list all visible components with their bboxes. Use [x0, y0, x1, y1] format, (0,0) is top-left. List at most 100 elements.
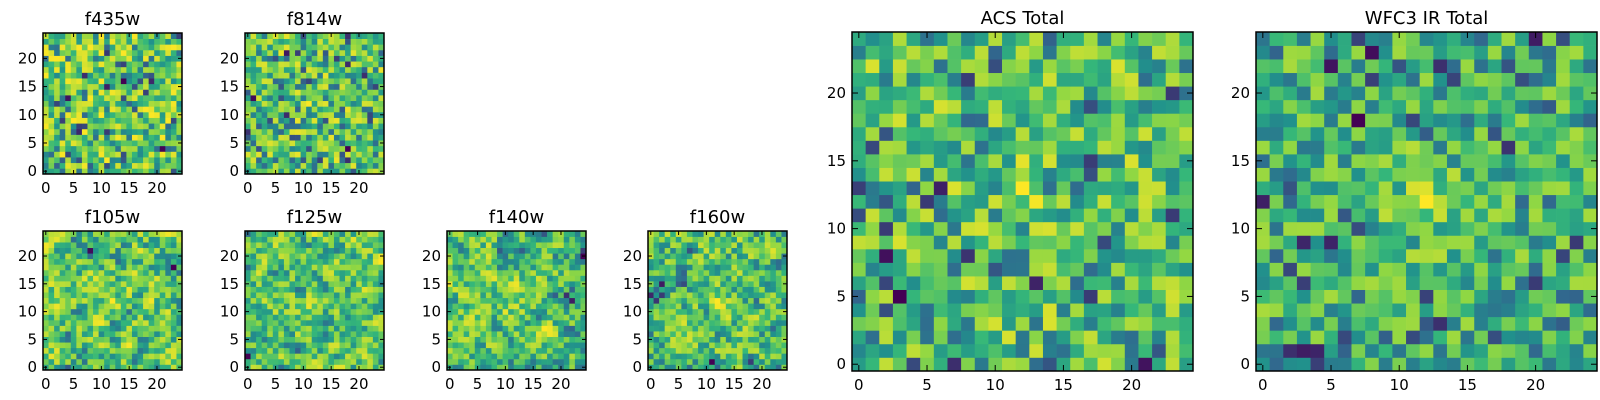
heatmap-cell — [681, 247, 688, 254]
heatmap-cell — [283, 364, 290, 371]
heatmap-cell — [70, 292, 77, 299]
heatmap-cell — [120, 106, 127, 113]
heatmap-cell — [961, 154, 976, 168]
heatmap-cell — [345, 123, 351, 130]
heatmap-cell — [300, 358, 307, 365]
heatmap-cell — [469, 242, 476, 249]
heatmap-cell — [361, 49, 368, 56]
heatmap-cell — [947, 289, 962, 304]
heatmap-cell — [59, 72, 66, 79]
heatmap-cell — [48, 162, 55, 169]
heatmap-cell — [76, 275, 83, 282]
heatmap-cell — [1351, 316, 1366, 331]
heatmap-cell — [775, 303, 782, 310]
heatmap-cell — [1569, 262, 1584, 277]
heatmap-cell — [154, 100, 161, 107]
heatmap-cell — [961, 276, 976, 290]
heatmap-cell — [59, 331, 66, 337]
heatmap-cell — [1283, 343, 1298, 358]
heatmap-cell — [322, 33, 329, 39]
heatmap-cell — [350, 162, 357, 169]
heatmap-cell — [143, 308, 149, 315]
heatmap-cell — [367, 336, 374, 343]
heatmap-cell — [278, 168, 285, 175]
heatmap-cell — [93, 275, 99, 282]
heatmap-cell — [714, 308, 721, 315]
heatmap-cell — [345, 33, 351, 39]
heatmap-cell — [165, 258, 172, 265]
heatmap-cell — [104, 100, 111, 107]
heatmap-cell — [143, 128, 149, 135]
heatmap-cell — [115, 162, 122, 169]
heatmap-cell — [659, 286, 666, 293]
heatmap-cell — [131, 275, 138, 282]
heatmap-cell — [947, 330, 962, 345]
heatmap-cell — [93, 123, 99, 130]
heatmap-cell — [154, 292, 161, 299]
heatmap-cell — [865, 235, 880, 250]
heatmap-cell — [137, 292, 144, 299]
heatmap-cell — [524, 269, 531, 276]
heatmap-cell — [176, 38, 183, 45]
heatmap-cell — [170, 281, 177, 287]
heatmap-cell — [1515, 194, 1530, 209]
heatmap-cell — [300, 123, 307, 130]
heatmap-cell — [653, 292, 660, 299]
heatmap-cell — [256, 242, 263, 249]
heatmap-cell — [1515, 181, 1530, 196]
heatmap-cell — [675, 275, 682, 282]
heatmap-cell — [659, 297, 666, 304]
heatmap-cell — [558, 325, 565, 332]
heatmap-cell — [109, 331, 116, 337]
heatmap-cell — [267, 33, 274, 39]
heatmap-cell — [98, 111, 105, 118]
heatmap-cell — [1474, 303, 1489, 318]
panel-title: f435w — [85, 9, 140, 30]
heatmap-cell — [98, 247, 105, 254]
heatmap-cell — [1556, 167, 1571, 182]
heatmap-cell — [256, 347, 263, 354]
heatmap-cell — [547, 342, 553, 349]
heatmap-cell — [165, 347, 172, 354]
heatmap-cell — [48, 128, 55, 135]
heatmap-cell — [339, 286, 346, 293]
heatmap-cell — [764, 286, 771, 293]
heatmap-cell — [497, 247, 503, 254]
heatmap-cell — [775, 353, 782, 360]
heatmap-cell — [1446, 194, 1461, 209]
heatmap-cell — [367, 253, 374, 260]
heatmap-cell — [513, 353, 520, 360]
heatmap-cell — [1002, 316, 1017, 331]
heatmap-cell — [447, 325, 453, 332]
heatmap-cell — [648, 269, 654, 276]
heatmap-cell — [497, 336, 503, 343]
heatmap-cell — [469, 308, 476, 315]
heatmap-cell — [974, 140, 989, 155]
heatmap-cell — [759, 258, 766, 265]
heatmap-cell — [87, 325, 94, 332]
heatmap-cell — [137, 55, 144, 62]
heatmap-cell — [1542, 248, 1557, 263]
heatmap-cell — [731, 253, 738, 260]
heatmap-cell — [300, 264, 307, 271]
heatmap-cell — [322, 140, 329, 147]
heatmap-cell — [491, 347, 498, 354]
heatmap-cell — [541, 275, 548, 282]
heatmap-cell — [98, 308, 105, 315]
heatmap-cell — [1042, 289, 1057, 304]
heatmap-cell — [170, 242, 177, 249]
heatmap-cell — [770, 242, 777, 249]
heatmap-cell — [295, 281, 301, 287]
heatmap-cell — [974, 45, 989, 60]
heatmap-cell — [485, 253, 492, 260]
heatmap-cell — [519, 342, 526, 349]
heatmap-cell — [261, 168, 268, 175]
heatmap-cell — [1070, 32, 1085, 46]
heatmap-cell — [681, 264, 688, 271]
heatmap-cell — [1179, 126, 1194, 141]
heatmap-cell — [764, 275, 771, 282]
heatmap-cell — [333, 145, 340, 152]
heatmap-cell — [664, 286, 671, 293]
heatmap-cell — [502, 269, 509, 276]
